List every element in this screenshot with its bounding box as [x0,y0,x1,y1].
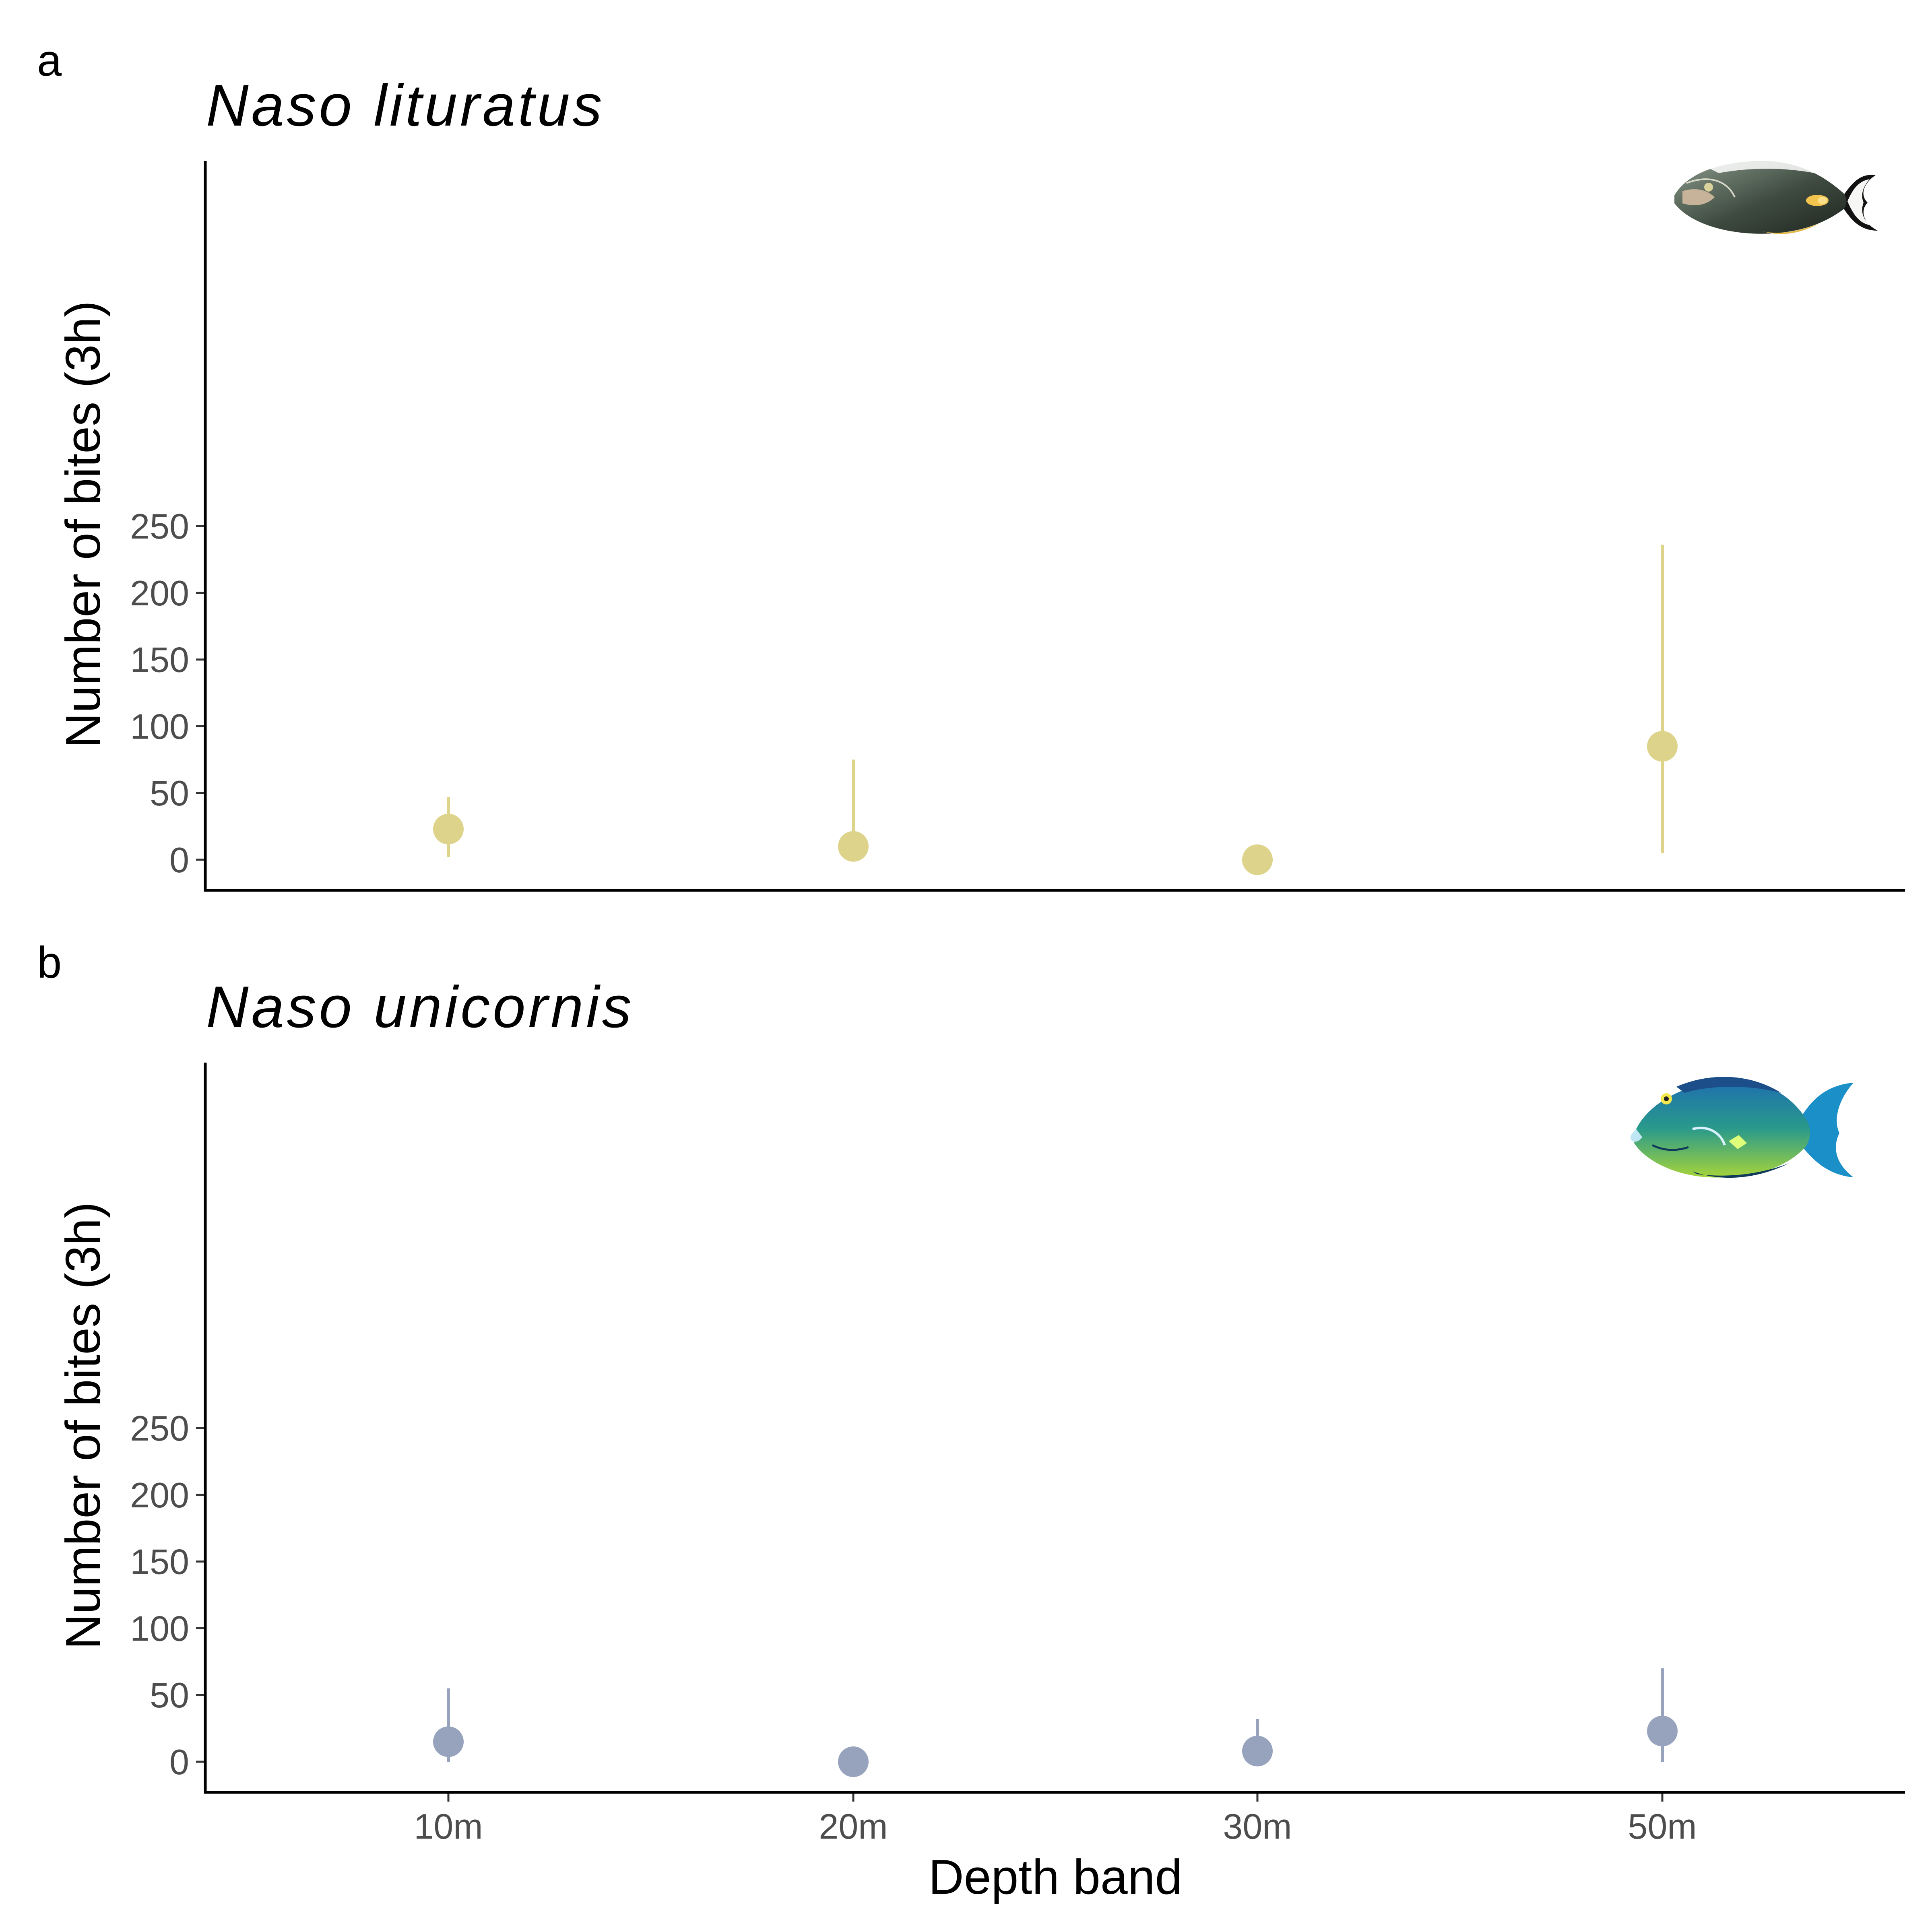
panel-a-y-tick-label: 50 [150,773,189,813]
panel-b-y-ticks: 0 50 100 150 200 250 [130,1408,205,1782]
panel-b-y-axis-label: Number of bites (3h) [56,1202,110,1649]
panel-a-title: Naso lituratus [206,72,605,138]
panel-a-point [1242,844,1273,875]
panel-b-x-tick-label: 20m [819,1806,888,1846]
naso-lituratus-fish-icon [1674,159,1878,234]
panel-a-y-tick-label: 100 [130,706,189,746]
panel-a-letter: a [37,36,62,85]
panel-b-point [433,1726,464,1757]
panel-b-x-tick-label: 30m [1223,1806,1292,1846]
panel-a-marks [433,545,1678,875]
naso-unicornis-fish-icon [1630,1077,1854,1178]
panel-a-y-ticks: 0 50 100 150 200 250 [130,506,205,880]
panel-a-y-tick-label: 200 [130,573,189,613]
panel-a-point [433,813,464,844]
panel-b-y-tick-label: 200 [130,1475,189,1515]
panel-b-letter: b [37,938,62,987]
panel-a-point [838,831,869,862]
panel-a-y-tick-label: 250 [130,506,189,546]
panel-b-point [1647,1715,1678,1746]
panel-a-y-tick-label: 0 [169,840,189,880]
panel-b-x-tick-label: 50m [1628,1806,1697,1846]
panel-a: a Naso lituratus Number of bites (3h) 0 5… [37,36,1905,892]
panel-a-point [1647,731,1678,762]
panel-b-title: Naso unicornis [206,974,634,1040]
panel-b-x-axis-label: Depth band [929,1849,1183,1904]
panel-b-y-tick-label: 100 [130,1608,189,1648]
panel-b-y-tick-label: 250 [130,1408,189,1448]
panel-a-y-axis-label: Number of bites (3h) [56,301,110,748]
panel-b-x-ticks: 10m 20m 30m 50m [414,1792,1697,1846]
panel-b: b Naso unicornis Number of bites (3h) 0 5… [37,938,1905,1904]
panel-b-y-tick-label: 150 [130,1542,189,1582]
panel-b-y-tick-label: 50 [150,1675,189,1715]
panel-b-point [1242,1736,1273,1767]
panel-b-marks [433,1668,1678,1777]
panel-b-y-tick-label: 0 [169,1742,189,1782]
panel-b-x-tick-label: 10m [414,1806,483,1846]
panel-b-point [838,1746,869,1777]
panel-a-y-tick-label: 150 [130,640,189,680]
